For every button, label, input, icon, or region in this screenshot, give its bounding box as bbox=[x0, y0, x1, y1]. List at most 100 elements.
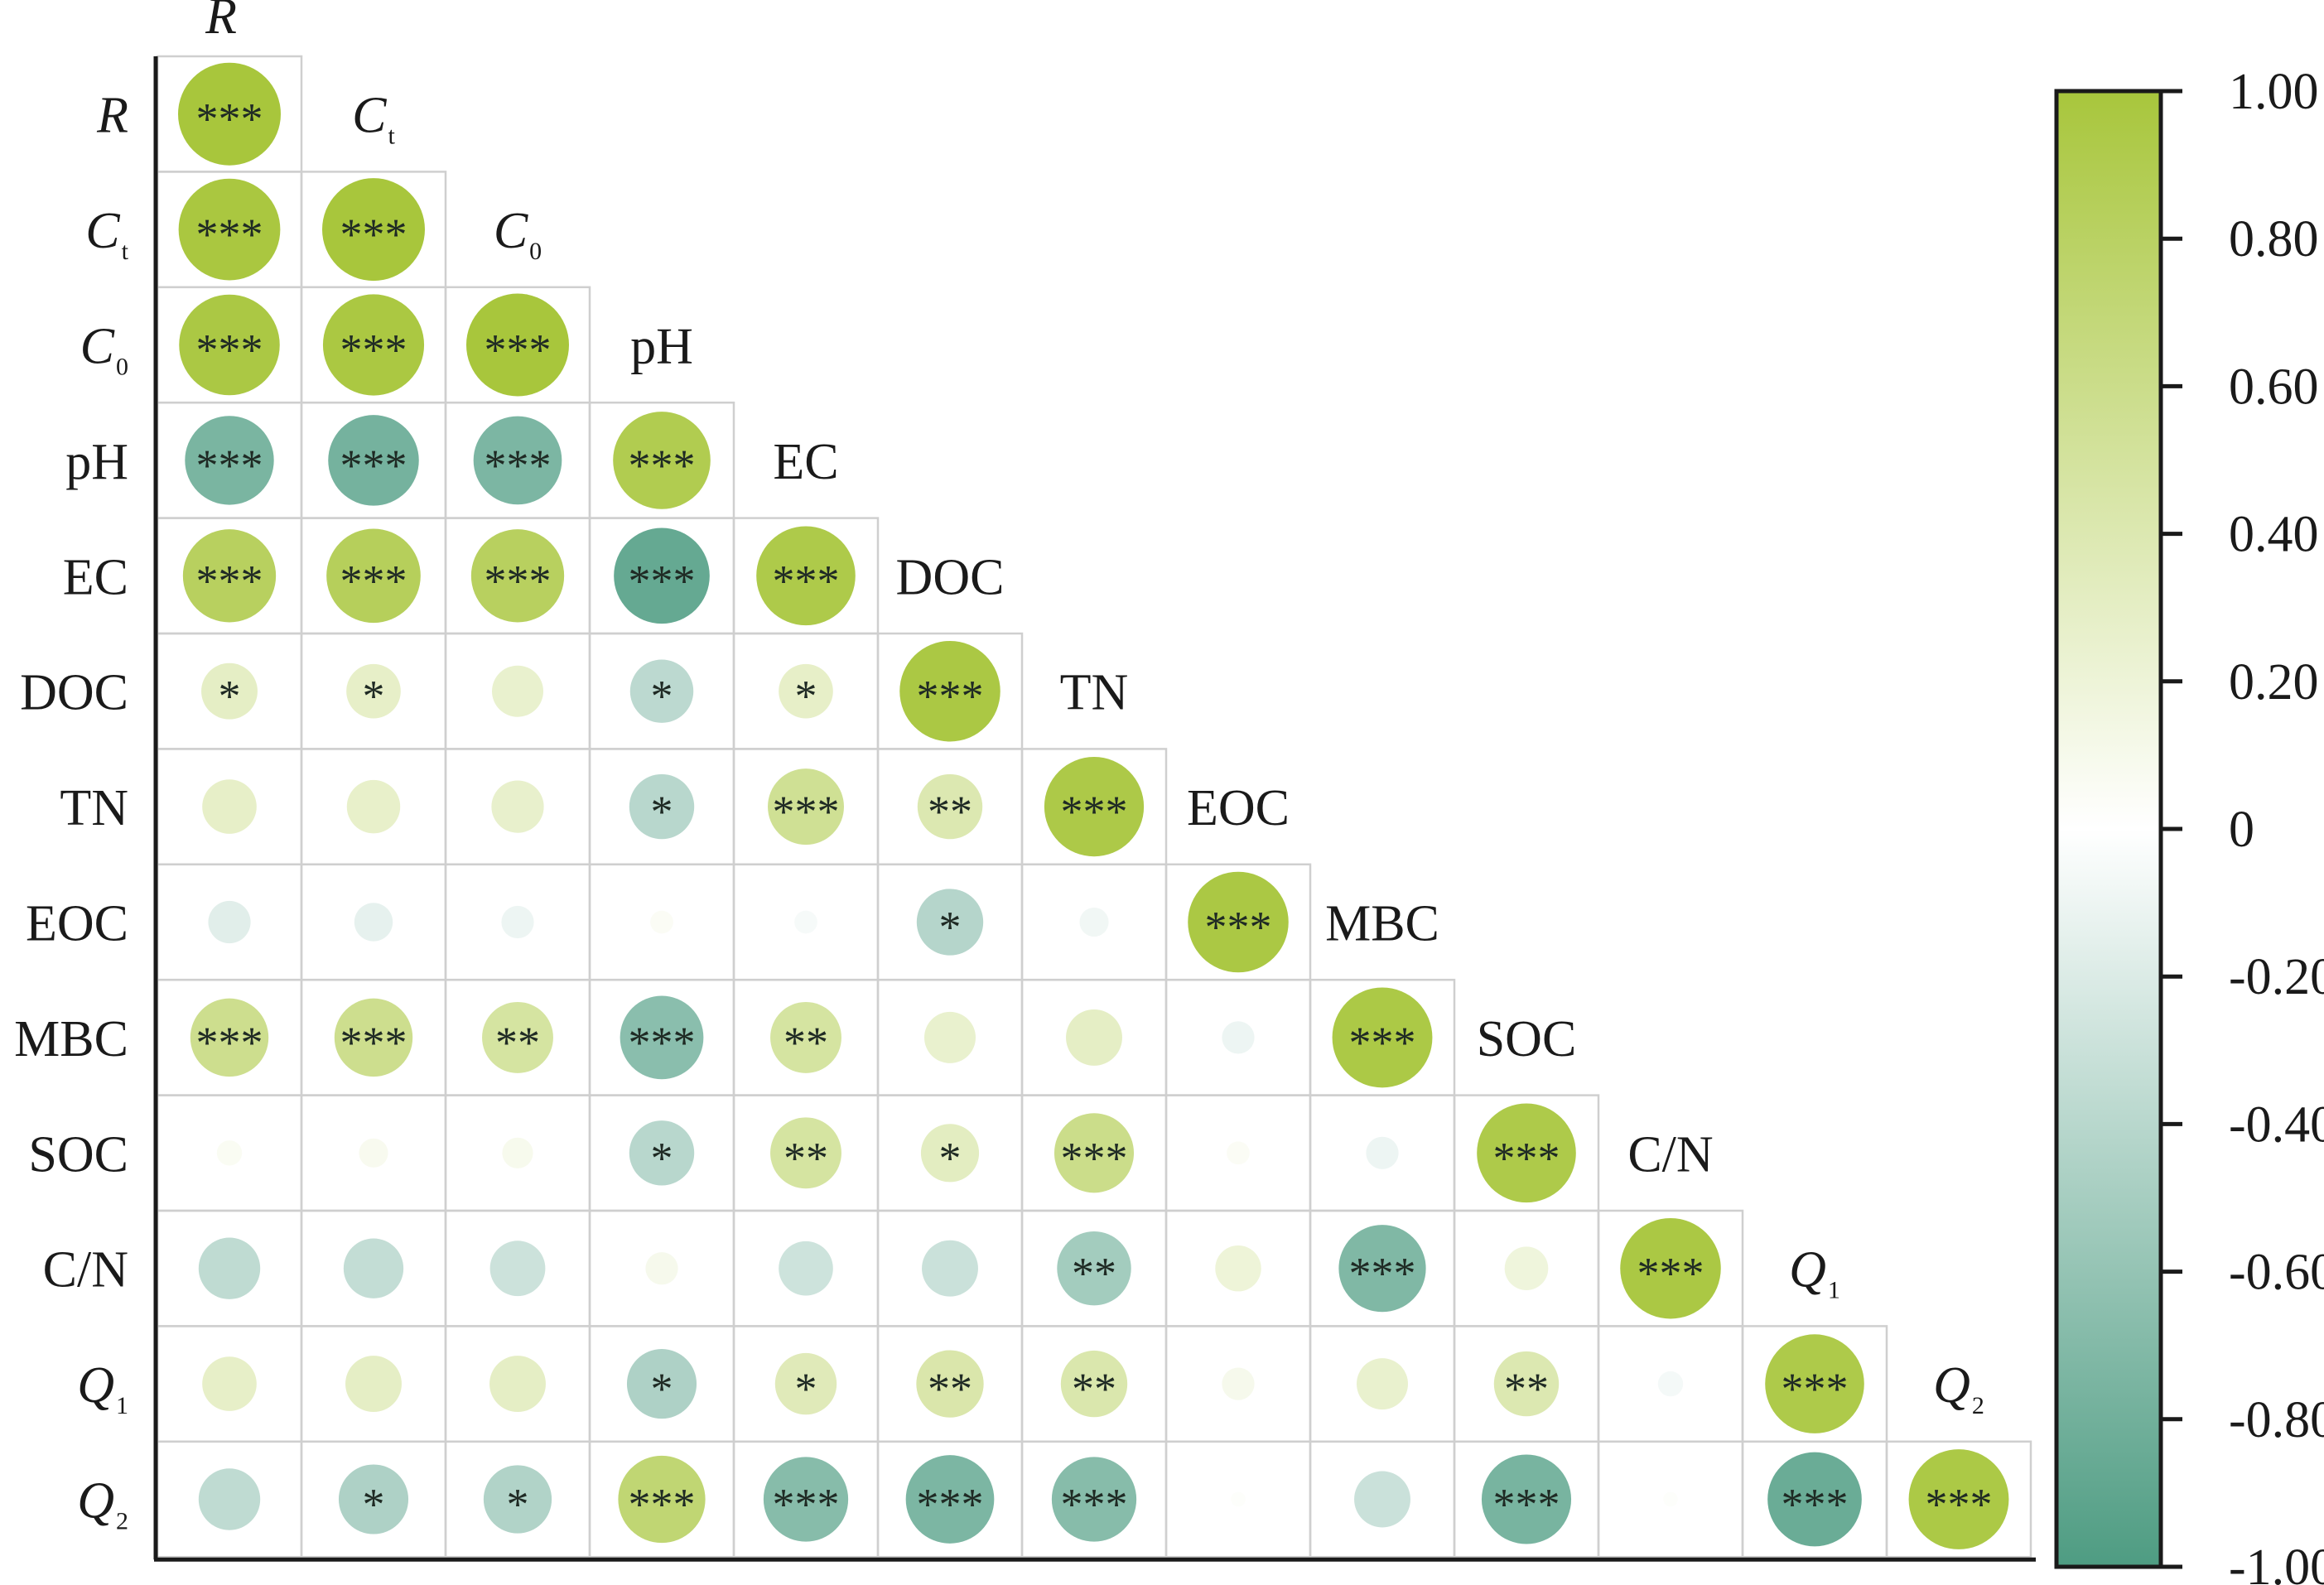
correlation-circle-EOC-pH bbox=[650, 910, 673, 934]
correlation-circle-MBC-Ct bbox=[334, 998, 413, 1077]
row-label-DOC: DOC bbox=[20, 665, 128, 721]
significance-mark: * bbox=[651, 1133, 673, 1183]
row-label-CN: C/N bbox=[43, 1242, 128, 1298]
row-label-C0: C0 bbox=[80, 319, 128, 381]
significance-mark: *** bbox=[196, 441, 263, 490]
correlation-circle-SOC-MBC bbox=[1366, 1136, 1399, 1169]
significance-mark: *** bbox=[340, 210, 407, 259]
correlation-circle-Q1-TN bbox=[1060, 1350, 1128, 1418]
correlation-circle-SOC-Ct bbox=[359, 1138, 388, 1168]
diagonal-label-Q2: Q2 bbox=[1933, 1357, 1984, 1419]
correlation-circle-CN-pH bbox=[645, 1252, 678, 1285]
correlation-circle-Q1-DOC bbox=[916, 1350, 984, 1418]
significance-mark: *** bbox=[773, 1480, 840, 1530]
correlation-circle-MBC-TN bbox=[1066, 1009, 1122, 1066]
significance-mark: *** bbox=[340, 1018, 407, 1067]
correlation-circle-TN-C0 bbox=[491, 780, 544, 833]
significance-mark: *** bbox=[485, 441, 552, 490]
correlation-circle-SOC-C0 bbox=[502, 1137, 533, 1168]
correlation-circle-CN-DOC bbox=[922, 1240, 978, 1297]
correlation-circle-CN-MBC bbox=[1338, 1225, 1426, 1313]
correlation-circle-Q2-DOC bbox=[905, 1455, 995, 1544]
correlation-circle-TN-TN bbox=[1044, 756, 1145, 857]
significance-mark: * bbox=[795, 672, 817, 721]
correlation-circle-EOC-TN bbox=[1079, 907, 1109, 937]
colorbar-tick-label: 0.20 bbox=[2229, 654, 2319, 711]
significance-mark: *** bbox=[629, 1480, 696, 1530]
colorbar-tick-label: -0.80 bbox=[2229, 1392, 2324, 1448]
correlation-circle-MBC-pH bbox=[620, 995, 704, 1080]
significance-mark: *** bbox=[917, 672, 984, 721]
row-label-MBC: MBC bbox=[14, 1011, 128, 1067]
row-label-Q1: Q1 bbox=[77, 1357, 128, 1419]
correlation-circle-EOC-Ct bbox=[354, 903, 393, 942]
correlation-circle-Q2-SOC bbox=[1481, 1454, 1572, 1544]
diagonal-label-pH: pH bbox=[630, 319, 693, 375]
significance-mark: *** bbox=[1782, 1480, 1849, 1530]
correlation-circle-MBC-EOC bbox=[1222, 1021, 1255, 1054]
significance-mark: *** bbox=[340, 556, 407, 605]
correlation-circle-Q1-Q1 bbox=[1765, 1334, 1864, 1433]
correlation-circle-MBC-C0 bbox=[482, 1001, 553, 1073]
correlation-circle-Q2-pH bbox=[618, 1455, 706, 1544]
correlation-circle-CN-EC bbox=[779, 1241, 833, 1296]
correlation-circle-Q1-MBC bbox=[1357, 1358, 1408, 1410]
significance-mark: * bbox=[795, 1364, 817, 1414]
correlation-circle-DOC-pH bbox=[629, 659, 694, 723]
correlation-circle-TN-DOC bbox=[917, 773, 983, 840]
significance-mark: ** bbox=[1072, 1249, 1116, 1298]
correlation-circle-pH-Ct bbox=[328, 415, 419, 506]
correlation-circle-Q2-CN bbox=[1663, 1491, 1678, 1507]
significance-mark: * bbox=[651, 1364, 673, 1414]
correlation-circle-Q2-MBC bbox=[1354, 1471, 1410, 1528]
correlation-circle-Ct-Ct bbox=[322, 178, 425, 282]
colorbar-tick-label: 0.40 bbox=[2229, 507, 2319, 563]
colorbar-tick-label: -0.60 bbox=[2229, 1245, 2324, 1301]
row-label-pH: pH bbox=[65, 434, 128, 490]
significance-mark: *** bbox=[1061, 787, 1128, 836]
diagonal-label-CN: C/N bbox=[1627, 1126, 1713, 1183]
correlation-circles bbox=[178, 62, 2009, 1549]
correlation-circle-TN-EC bbox=[768, 768, 844, 845]
significance-mark: *** bbox=[629, 556, 696, 605]
correlation-circle-EOC-DOC bbox=[916, 889, 984, 956]
correlation-circle-CN-CN bbox=[1620, 1217, 1721, 1319]
significance-mark: *** bbox=[340, 325, 407, 375]
significance-mark: ** bbox=[928, 787, 972, 836]
significance-mark: *** bbox=[1782, 1364, 1849, 1414]
correlation-circle-CN-R bbox=[198, 1237, 261, 1299]
correlation-circle-Q2-TN bbox=[1051, 1457, 1137, 1542]
correlation-circle-Q1-SOC bbox=[1493, 1351, 1560, 1417]
significance-mark: ** bbox=[784, 1133, 828, 1183]
correlation-circle-CN-SOC bbox=[1504, 1246, 1549, 1291]
correlation-circle-Q1-EC bbox=[774, 1352, 837, 1415]
correlation-circle-DOC-Ct bbox=[346, 663, 401, 719]
correlation-circle-TN-pH bbox=[629, 773, 695, 840]
correlation-circle-Q1-EOC bbox=[1222, 1367, 1255, 1400]
row-label-EOC: EOC bbox=[26, 896, 128, 952]
diagonal-label-R: R bbox=[205, 0, 237, 45]
significance-mark: *** bbox=[1061, 1133, 1128, 1183]
correlation-circle-Q2-Ct bbox=[338, 1464, 409, 1534]
correlation-circle-pH-pH bbox=[613, 412, 711, 509]
significance-mark: *** bbox=[773, 787, 840, 836]
significance-mark: *** bbox=[1349, 1018, 1416, 1067]
row-label-Q2: Q2 bbox=[77, 1473, 128, 1535]
significance-mark: * bbox=[363, 1480, 385, 1530]
diagonal-label-MBC: MBC bbox=[1325, 896, 1439, 952]
correlation-circle-pH-C0 bbox=[473, 416, 562, 505]
significance-mark: *** bbox=[917, 1480, 984, 1530]
correlation-circle-Q2-EOC bbox=[1231, 1491, 1246, 1507]
correlation-circle-pH-R bbox=[185, 416, 274, 505]
correlation-circle-SOC-SOC bbox=[1477, 1103, 1576, 1203]
significance-mark: *** bbox=[485, 556, 552, 605]
colorbar-tick-label: -0.40 bbox=[2229, 1096, 2324, 1153]
correlation-circle-CN-TN bbox=[1057, 1231, 1131, 1306]
correlation-circle-EC-Ct bbox=[326, 528, 421, 624]
correlation-circle-DOC-DOC bbox=[899, 640, 1000, 742]
correlation-circle-TN-R bbox=[202, 779, 257, 834]
correlation-circle-CN-EOC bbox=[1215, 1245, 1261, 1292]
correlation-circle-MBC-DOC bbox=[924, 1011, 976, 1063]
correlation-circle-Q2-C0 bbox=[483, 1465, 552, 1534]
